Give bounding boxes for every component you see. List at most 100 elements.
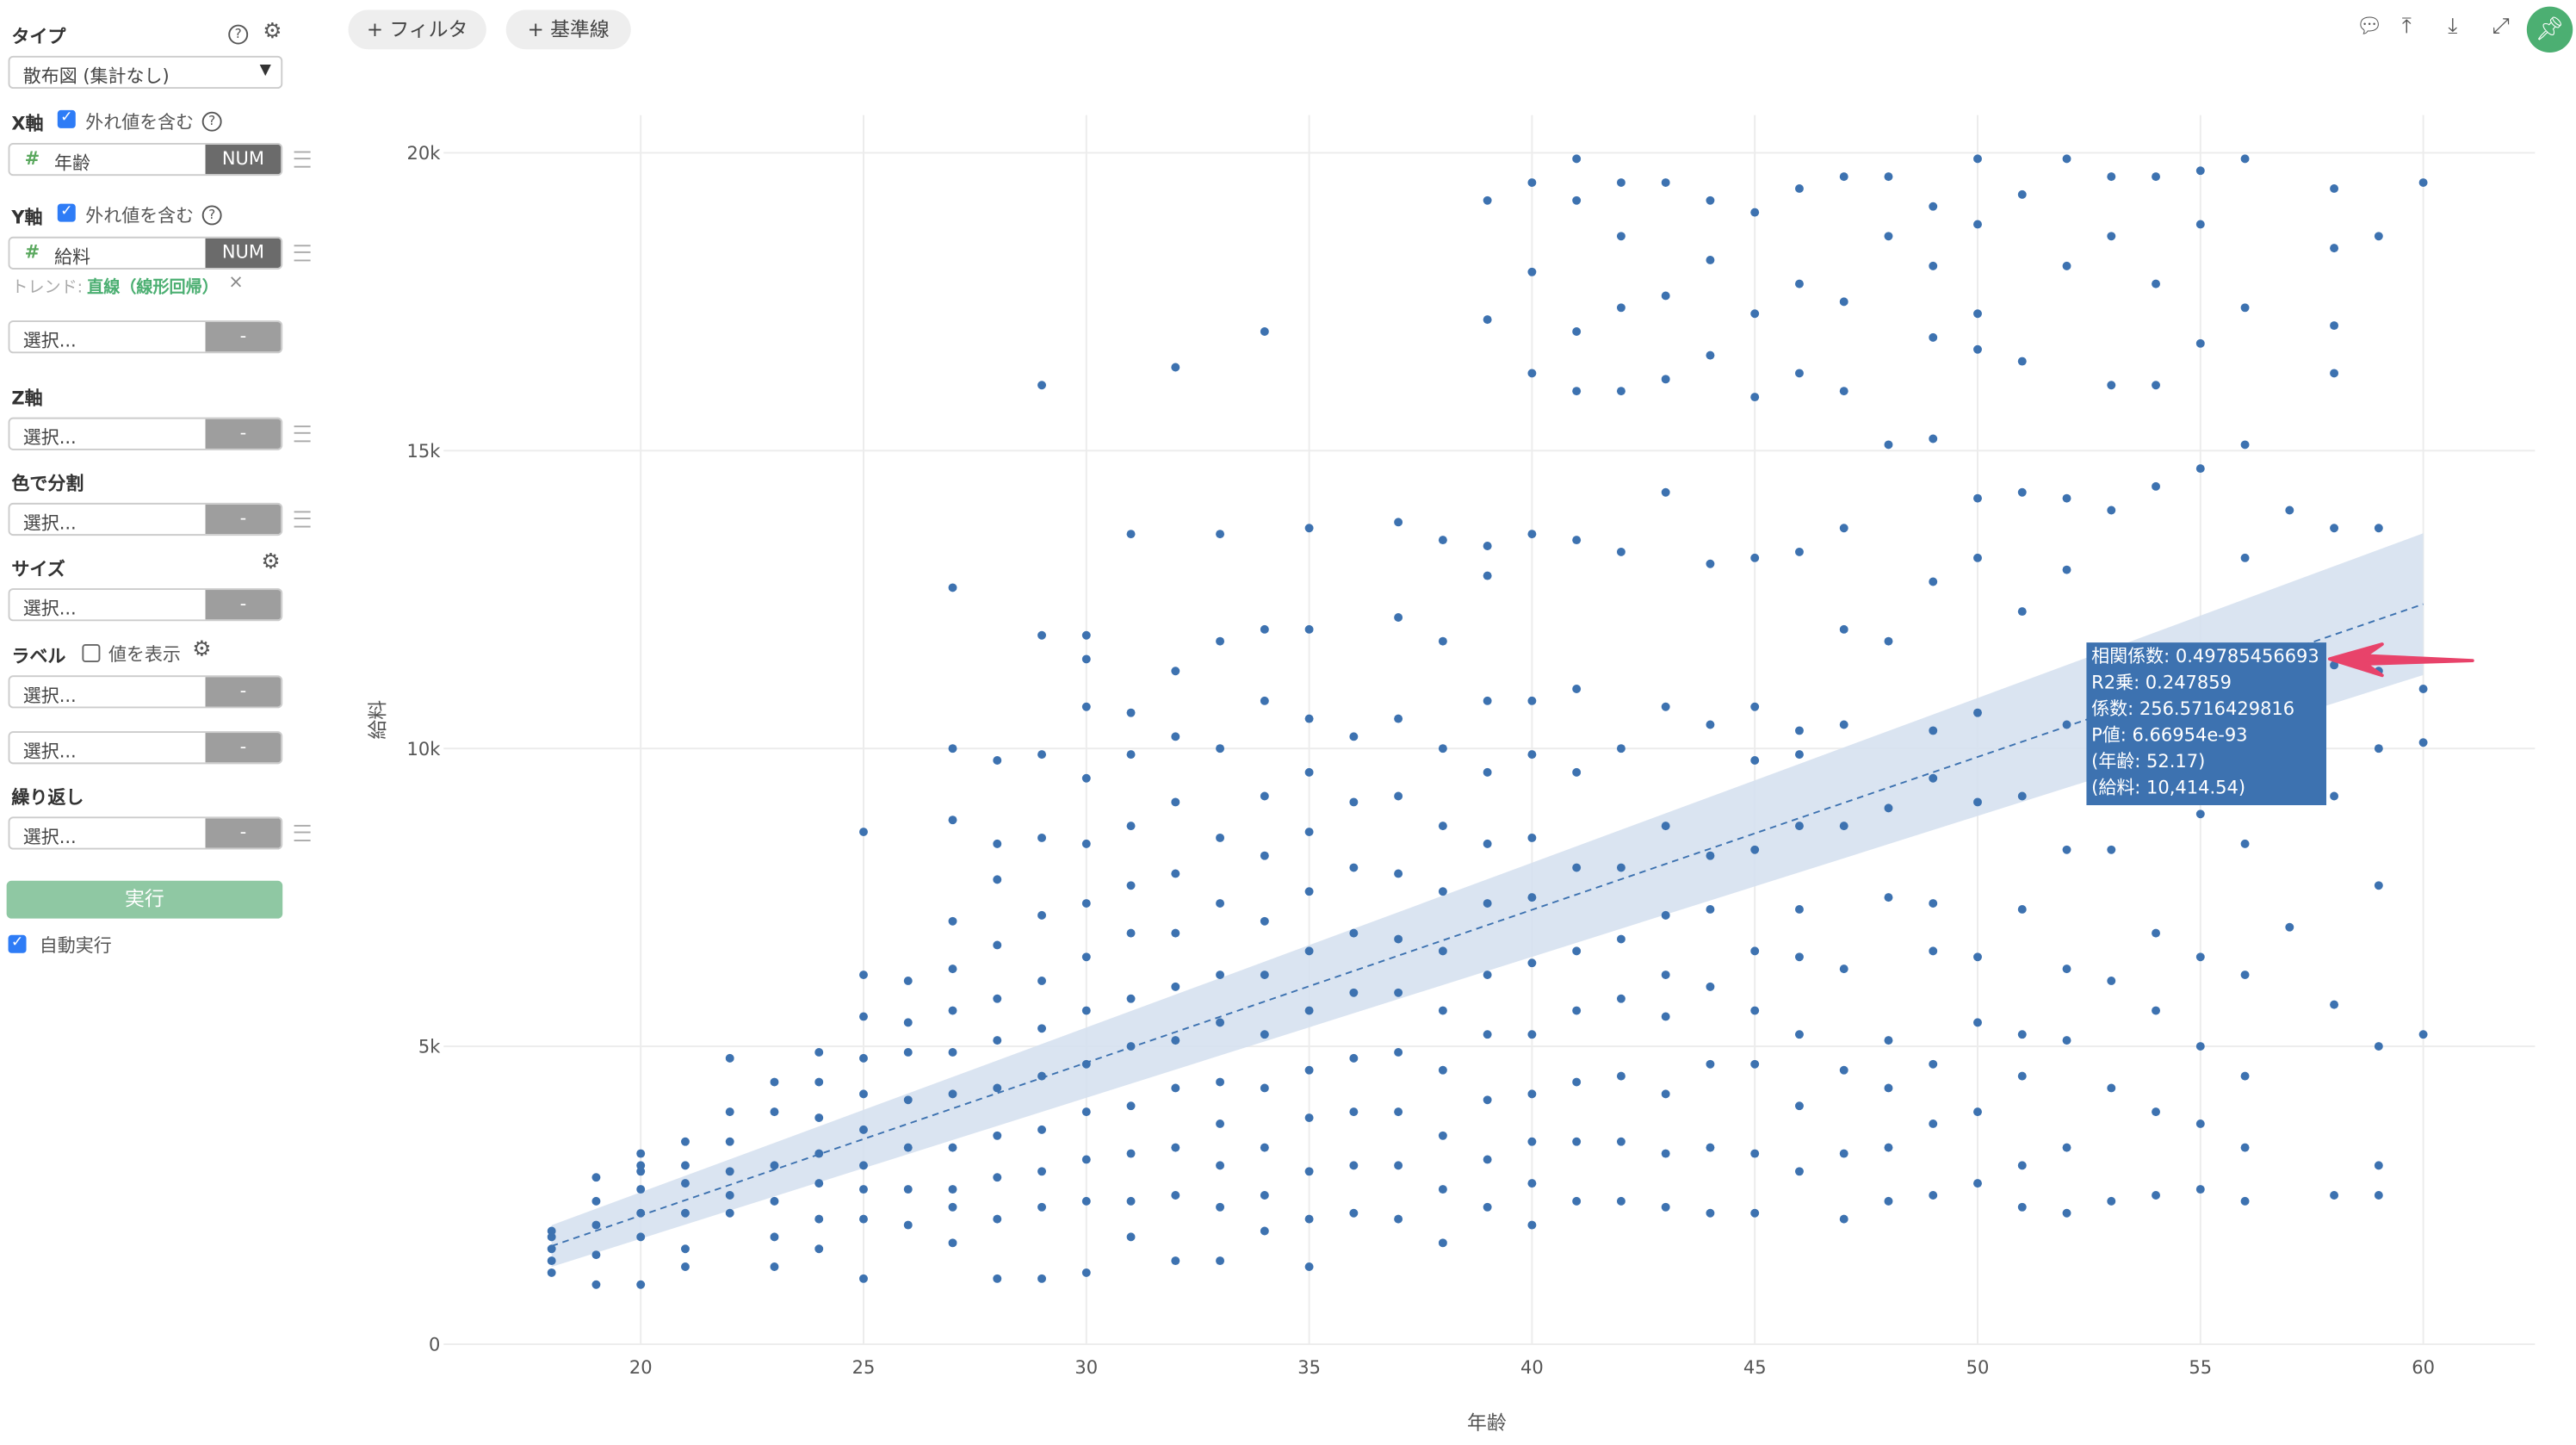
gear-icon[interactable]: ⚙: [261, 550, 281, 575]
data-point: [2240, 971, 2250, 980]
data-point: [2195, 338, 2205, 348]
menu-icon[interactable]: [294, 425, 311, 443]
trend-link[interactable]: 直線（線形回帰）: [87, 279, 219, 298]
data-point: [859, 1214, 868, 1224]
data-point: [1394, 791, 1403, 801]
data-point: [1839, 1149, 1848, 1158]
data-point: [1884, 1143, 1893, 1152]
data-point: [1839, 1214, 1848, 1224]
auto-run-checkbox[interactable]: ✓: [8, 934, 27, 953]
gear-icon[interactable]: ⚙: [263, 19, 282, 45]
data-point: [1483, 1202, 1492, 1212]
show-value-checkbox[interactable]: [82, 644, 101, 663]
select-placeholder: 選択...: [22, 741, 77, 763]
data-point: [1349, 928, 1359, 938]
download-icon[interactable]: ⤓: [2448, 15, 2458, 40]
help-icon[interactable]: ?: [201, 111, 222, 132]
y2-select[interactable]: 選択... -: [8, 320, 283, 354]
help-icon[interactable]: ?: [201, 205, 222, 226]
data-point: [1304, 1065, 1314, 1075]
data-point: [1527, 833, 1537, 842]
data-point: [1037, 750, 1046, 760]
data-point: [814, 1113, 824, 1123]
data-point: [2017, 1071, 2027, 1081]
data-point: [1572, 195, 1582, 205]
add-reference-line-button[interactable]: + 基準線: [505, 9, 631, 50]
x-field-value: 年齢: [53, 152, 90, 175]
repeat-select[interactable]: 選択... -: [8, 816, 283, 850]
y-field-select[interactable]: # 給料 NUM: [8, 236, 283, 270]
data-point: [1483, 899, 1492, 908]
data-point: [1260, 696, 1269, 705]
add-filter-button[interactable]: + フィルタ: [348, 9, 486, 50]
x-axis-heading: X軸: [11, 113, 44, 135]
gear-icon[interactable]: ⚙: [192, 637, 212, 663]
data-point: [2374, 744, 2383, 754]
menu-icon[interactable]: [294, 511, 311, 528]
data-point: [2062, 1208, 2071, 1218]
data-point: [1973, 797, 1982, 807]
expand-icon[interactable]: ⤢: [2492, 15, 2510, 40]
data-point: [1929, 899, 1938, 908]
data-point: [1527, 267, 1537, 276]
data-point: [1706, 1143, 1715, 1152]
x-outlier-checkbox[interactable]: ✓: [57, 109, 76, 128]
data-point: [2017, 357, 2027, 366]
data-point: [591, 1196, 601, 1206]
data-point: [993, 1083, 1002, 1093]
menu-icon[interactable]: [294, 245, 311, 262]
data-point: [1438, 636, 1447, 646]
label-select-1[interactable]: 選択... -: [8, 675, 283, 709]
data-point: [1973, 952, 1982, 962]
remove-trend-icon[interactable]: ×: [228, 270, 244, 293]
y-outlier-checkbox[interactable]: ✓: [57, 203, 76, 222]
data-point: [1483, 1155, 1492, 1164]
color-select[interactable]: 選択... -: [8, 502, 283, 536]
comment-icon[interactable]: 💬︎: [2356, 15, 2383, 40]
y-tick-label: 10k: [407, 739, 442, 760]
data-point: [1794, 1030, 1804, 1039]
data-point: [1572, 863, 1582, 872]
numeric-icon: #: [24, 241, 40, 264]
data-point: [591, 1220, 601, 1230]
pin-icon[interactable]: 📌︎: [2526, 6, 2573, 53]
data-point: [1616, 1071, 1625, 1081]
data-point: [2418, 738, 2428, 747]
data-point: [1527, 1137, 1537, 1146]
data-point: [2017, 791, 2027, 801]
data-point: [1750, 393, 1760, 402]
data-point: [1438, 1238, 1447, 1248]
data-point: [1750, 1208, 1760, 1218]
data-point: [1527, 958, 1537, 968]
data-point: [636, 1280, 646, 1289]
data-point: [770, 1107, 779, 1117]
size-select[interactable]: 選択... -: [8, 588, 283, 622]
x-field-select[interactable]: # 年齢 NUM: [8, 143, 283, 177]
data-point: [1973, 1018, 1982, 1027]
data-point: [1572, 1196, 1582, 1206]
data-point: [2062, 1143, 2071, 1152]
select-type: -: [205, 733, 282, 763]
chart-type-dropdown[interactable]: 散布図 (集計なし) ▼: [8, 55, 283, 90]
data-point: [859, 1089, 868, 1099]
upload-icon[interactable]: ⤒: [2401, 15, 2412, 40]
data-point: [1171, 1083, 1180, 1093]
z-select[interactable]: 選択... -: [8, 417, 283, 450]
data-point: [1794, 822, 1804, 831]
data-point: [1616, 934, 1625, 944]
data-point: [1884, 893, 1893, 902]
data-point: [2017, 904, 2027, 914]
data-point: [1572, 327, 1582, 336]
data-point: [1884, 636, 1893, 646]
data-point: [2374, 1161, 2383, 1170]
data-point: [1794, 1167, 1804, 1176]
menu-icon[interactable]: [294, 151, 311, 168]
label-select-2[interactable]: 選択... -: [8, 731, 283, 765]
data-point: [2152, 1107, 2160, 1117]
menu-icon[interactable]: [294, 824, 311, 841]
help-icon[interactable]: ?: [228, 24, 249, 45]
x-tick-label: 45: [1743, 1357, 1767, 1378]
data-point: [2330, 1000, 2339, 1009]
run-button[interactable]: 実行: [6, 880, 283, 919]
data-point: [1394, 613, 1403, 622]
